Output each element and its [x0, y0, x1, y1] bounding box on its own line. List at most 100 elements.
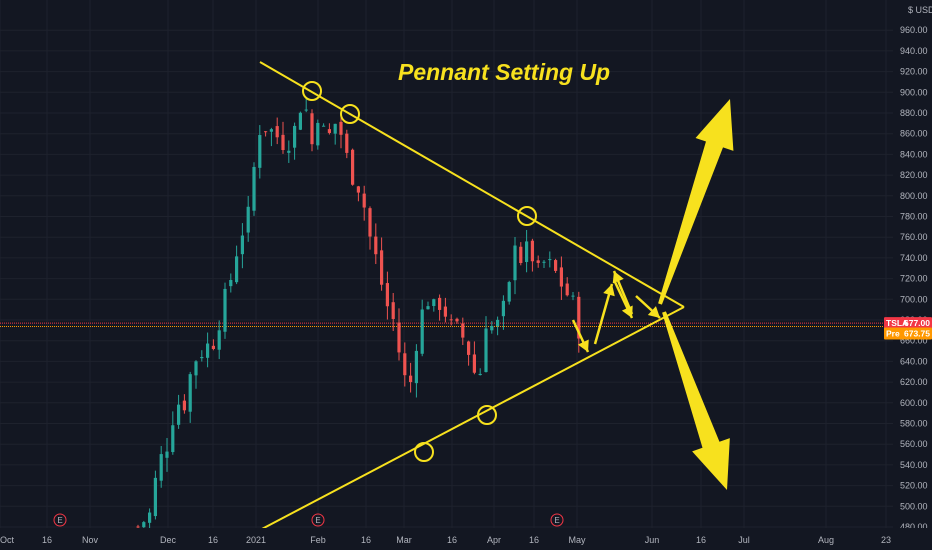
price-tag-value: 673.75: [904, 328, 930, 338]
candle-body: [322, 125, 326, 127]
candle-body: [409, 375, 413, 383]
touch-point-circle: [517, 206, 537, 226]
candle-body: [333, 123, 337, 134]
candle-body: [275, 126, 279, 138]
candle-body: [571, 295, 575, 297]
candle-body: [177, 404, 181, 425]
candle-body: [368, 208, 372, 237]
candle-body: [519, 246, 523, 263]
touch-point-circle: [302, 81, 322, 101]
x-tick-label: Jul: [738, 535, 750, 545]
candle-body: [501, 300, 505, 317]
candle-body: [194, 361, 198, 376]
earnings-icon: [550, 513, 564, 527]
x-tick-label: Feb: [310, 535, 326, 545]
wave-arrow-down-3-head: [647, 306, 660, 318]
price-tag-value: 677.00: [904, 318, 930, 328]
price-tag-label: Pre: [886, 328, 900, 338]
price-tag-bg: [884, 327, 932, 340]
candle-body: [414, 350, 418, 384]
candle-body: [206, 343, 210, 358]
y-tick-label: 820.00: [900, 170, 928, 180]
candle-body: [223, 288, 227, 332]
candle-body: [316, 122, 320, 146]
price-axis[interactable]: 480.00 500.00 520.00 540.00 560.00 580.00 600.…: [900, 25, 928, 532]
candle-body: [374, 236, 378, 255]
candle-body: [525, 241, 529, 263]
x-tick-label: Jun: [645, 535, 660, 545]
candle-body: [171, 425, 175, 453]
x-tick-label: 16: [529, 535, 539, 545]
x-tick-label: 16: [361, 535, 371, 545]
x-tick-label: Dec: [160, 535, 177, 545]
y-tick-label: 740.00: [900, 253, 928, 263]
y-tick-label: 720.00: [900, 274, 928, 284]
candle-body: [403, 353, 407, 376]
candle-body: [536, 260, 540, 263]
y-tick-label: 940.00: [900, 46, 928, 56]
candle-body: [513, 245, 517, 281]
candle-body: [304, 109, 308, 111]
x-tick-label: Oct: [0, 535, 15, 545]
y-tick-label: 640.00: [900, 356, 928, 366]
candle-body: [467, 341, 471, 355]
candle-body: [246, 206, 250, 233]
price-tag-label: TSLA: [886, 318, 908, 328]
candle-body: [438, 297, 442, 310]
y-tick-label: 600.00: [900, 398, 928, 408]
x-tick-label: Aug: [818, 535, 834, 545]
wave-arrow-up-2-head: [612, 271, 624, 284]
breakout-up-arrow: [658, 99, 734, 305]
candle-body: [264, 131, 268, 133]
y-tick-label: 480.00: [900, 522, 928, 532]
x-tick-label: 16: [208, 535, 218, 545]
candle-body: [217, 330, 221, 350]
lower-trendline: [259, 306, 685, 531]
candle-body: [362, 193, 366, 208]
earnings-marker-label: E: [57, 516, 62, 525]
upper-trendline: [259, 61, 685, 308]
y-tick-label: 880.00: [900, 108, 928, 118]
y-tick-label: 520.00: [900, 481, 928, 491]
candle-body: [478, 373, 482, 376]
candle-body: [397, 322, 401, 353]
candle-body: [490, 326, 494, 331]
y-tick-label: 780.00: [900, 212, 928, 222]
candle-body: [252, 166, 256, 211]
candle-body: [484, 328, 488, 373]
candle-body: [269, 129, 273, 132]
candle-body: [293, 125, 297, 148]
currency-label: $ USD: [908, 5, 932, 15]
candle-body: [443, 306, 447, 317]
candle-body: [548, 259, 552, 261]
candle-body: [385, 283, 389, 307]
x-tick-label: 16: [696, 535, 706, 545]
candle-body: [472, 354, 476, 373]
x-tick-label: 2021: [246, 535, 266, 545]
x-tick-label: Mar: [396, 535, 412, 545]
y-tick-label: 660.00: [900, 336, 928, 346]
candle-body: [142, 522, 146, 528]
candle-body: [281, 134, 285, 150]
pennant-annotations: [259, 61, 734, 531]
wave-arrow-up-1-head: [603, 284, 615, 297]
candle-body: [420, 309, 424, 354]
y-tick-label: 500.00: [900, 501, 928, 511]
candle-body: [345, 133, 349, 153]
candle-body: [136, 526, 140, 528]
candle-body: [287, 150, 291, 153]
candle-body: [391, 302, 395, 319]
candle-body: [577, 296, 581, 339]
y-tick-label: 560.00: [900, 439, 928, 449]
x-tick-label: 16: [447, 535, 457, 545]
price-tag-bg: [884, 317, 932, 330]
y-tick-label: 920.00: [900, 67, 928, 77]
time-axis-bg: [0, 528, 932, 550]
time-axis[interactable]: Oct 16 Nov Dec 16 2021 Feb 16 Mar 16 Apr 16 May Jun 16…: [0, 513, 932, 550]
y-tick-label: 960.00: [900, 25, 928, 35]
earnings-marker-label: E: [315, 516, 320, 525]
candle-body: [211, 345, 215, 349]
x-tick-label: 16: [42, 535, 52, 545]
touch-point-circle: [414, 442, 434, 462]
